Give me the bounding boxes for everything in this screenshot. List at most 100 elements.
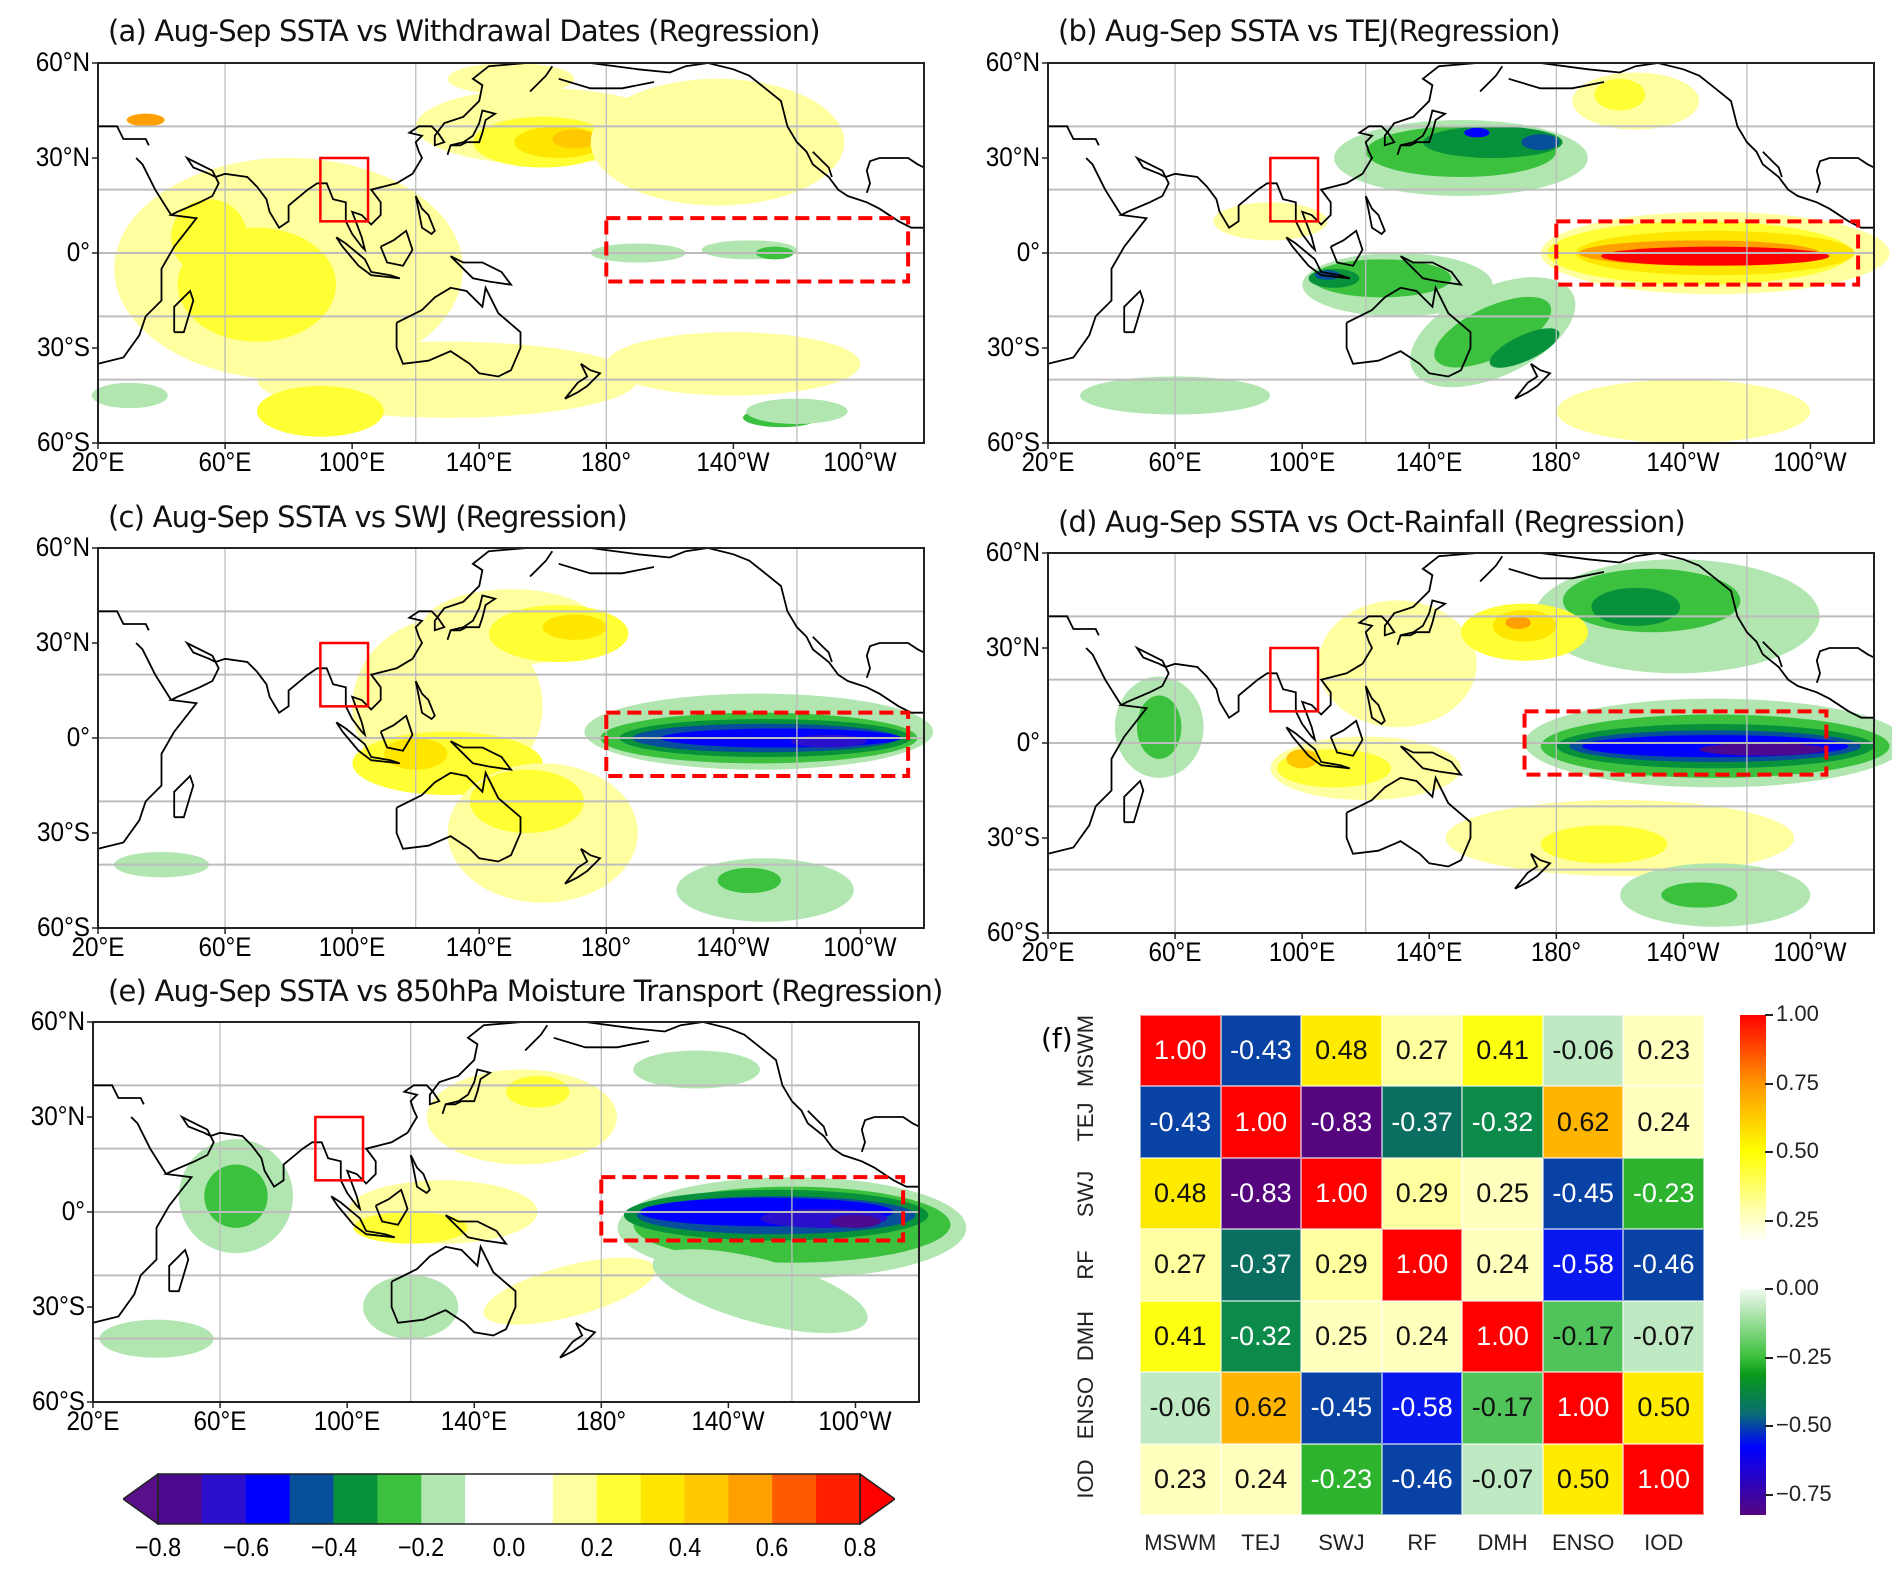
lon-tick-label: 100°E [1268, 937, 1336, 967]
coastline [1085, 157, 1122, 216]
heatmap-cell-mswm-mswm: 1.00 [1140, 1015, 1221, 1087]
gridlines [1048, 553, 1874, 933]
regression-colorbar [123, 1473, 895, 1525]
heatmap-cell-mswm-dmh: 0.41 [1462, 1015, 1543, 1087]
map-panel-e [87, 1021, 967, 1408]
heatmap-cell-swj-iod: -0.23 [1623, 1157, 1704, 1230]
gridlines [98, 548, 924, 928]
anomaly-patch [1311, 259, 1452, 298]
heatmap-cell-value: -0.06 [1552, 1035, 1614, 1066]
coastline [1540, 552, 1874, 719]
correlation-heatmap: 1.00 -0.43 0.48 0.27 0.41 -0.06 0.23 -0.43 1.00-… [1140, 1015, 1704, 1515]
heatmap-cell-swj-swj: 1.00 [1301, 1157, 1382, 1230]
coastline [395, 284, 522, 378]
heatmap-cell-iod-dmh: -0.07 [1462, 1443, 1543, 1515]
lon-tick-label: 60°E [193, 1406, 247, 1436]
heatmap-cell-enso-mswm: -0.06 [1140, 1372, 1221, 1444]
colorbar-bin [684, 1474, 729, 1524]
coastline [135, 157, 172, 216]
gridlines [98, 63, 924, 443]
coastline [865, 642, 925, 679]
heatmap-cell-value: 0.27 [1154, 1249, 1207, 1280]
heatmap-cell-value: 0.24 [1476, 1249, 1529, 1280]
heatmap-colorbar-tickmark [1765, 1493, 1773, 1496]
heatmap-colorbar-tick-label: 0.50 [1776, 1138, 1819, 1163]
coastline [1508, 567, 1605, 580]
colorbar-frame [157, 1473, 861, 1525]
colorbar-bin [333, 1474, 378, 1524]
heatmap-cell-value: -0.58 [1391, 1392, 1453, 1423]
heatmap-cell-dmh-tej: -0.32 [1220, 1300, 1302, 1373]
coastline [130, 1116, 167, 1175]
colorbar-tick-label: 0.4 [668, 1532, 701, 1562]
coastline [553, 1036, 650, 1049]
lon-tick-label: 180° [1531, 937, 1582, 967]
heatmap-colorbar-tickmark [1765, 1356, 1773, 1359]
lat-tick-label: 60°S [32, 1386, 85, 1416]
colorbar-bin [728, 1474, 773, 1524]
heatmap-col-label: SWJ [1318, 1530, 1365, 1555]
lat-tick-label: 30°N [35, 142, 90, 172]
coastline [93, 1084, 145, 1105]
heatmap-cell-mswm-rf: 0.27 [1381, 1015, 1463, 1087]
heatmap-colorbar-tick-label: −0.25 [1776, 1343, 1832, 1369]
coastline [1815, 647, 1875, 684]
heatmap-cell-value: -0.17 [1471, 1392, 1534, 1423]
coastline [1285, 726, 1351, 770]
heatmap-cell-swj-tej: -0.83 [1220, 1157, 1302, 1230]
coastline [529, 550, 554, 578]
heatmap-cell-value: 1.00 [1234, 1106, 1288, 1137]
coastline [92, 1021, 522, 1324]
coastline [379, 714, 414, 752]
lon-tick-label: 100°W [823, 932, 898, 962]
monsoon-region-box [319, 641, 370, 708]
anomaly-patch [717, 867, 781, 894]
anomaly-patch [1594, 78, 1646, 111]
lat-tick-label: 60°N [985, 47, 1040, 77]
lon-tick-label: 20°E [71, 447, 125, 477]
coastline [1762, 641, 1783, 668]
coastline [1396, 109, 1448, 156]
anomaly-patch [91, 382, 168, 409]
coastline [585, 1021, 919, 1188]
coastline [1123, 289, 1145, 334]
map-svg-b [1042, 62, 1890, 449]
anomaly-patch [1286, 749, 1319, 769]
heatmap-col-label: IOD [1644, 1530, 1684, 1555]
lon-tick-label: 100°E [1268, 447, 1336, 477]
monsoon-region-box [319, 156, 370, 223]
lon-tick-label: 60°E [198, 932, 252, 962]
coastline [1047, 62, 1477, 365]
coastline [449, 740, 514, 771]
heatmap-colorbar-tick-label: −0.50 [1776, 1412, 1832, 1437]
heatmap-cell-rf-enso: -0.58 [1542, 1229, 1624, 1301]
lon-tick-label: 100°E [313, 1406, 381, 1436]
heatmap-colorbar-tickmark [1765, 1219, 1773, 1222]
heatmap-cell-value: -0.07 [1471, 1463, 1534, 1494]
heatmap-cell-value: 0.62 [1234, 1392, 1288, 1423]
heatmap-cell-swj-dmh: 0.25 [1462, 1157, 1543, 1230]
heatmap-cell-value: -0.37 [1230, 1249, 1292, 1280]
heatmap-cell-dmh-swj: 0.25 [1301, 1300, 1382, 1373]
heatmap-cell-value: -0.32 [1230, 1320, 1292, 1351]
panel-b-title: (b) Aug-Sep SSTA vs TEJ(Regression) [1058, 14, 1561, 48]
heatmap-cell-value: 1.00 [1556, 1392, 1610, 1423]
coastline [558, 562, 655, 575]
lat-tick-label: 30°N [985, 142, 1040, 172]
anomaly-patch [633, 1050, 761, 1089]
anomaly-patch [1601, 246, 1830, 266]
heatmap-colorbar-negative [1740, 1289, 1766, 1515]
heatmap-cell-value: 0.62 [1556, 1106, 1610, 1137]
lon-tick-label: 60°E [198, 447, 252, 477]
colorbar-tick-label: −0.2 [398, 1532, 445, 1562]
heatmap-cell-iod-tej: 0.24 [1220, 1443, 1302, 1515]
heatmap-cell-iod-rf: -0.46 [1381, 1443, 1463, 1515]
heatmap-colorbar-tickmark [1765, 1014, 1773, 1016]
heatmap-colorbar-tickmark [1765, 1288, 1773, 1290]
heatmap-cell-value: 0.24 [1395, 1320, 1449, 1351]
heatmap-cell-value: 0.23 [1637, 1035, 1690, 1066]
colorbar-bin [772, 1474, 817, 1524]
anomaly-patch [426, 1069, 617, 1165]
colorbar-tick-label: 0.0 [492, 1532, 526, 1562]
heatmap-cell-dmh-dmh: 1.00 [1462, 1300, 1543, 1373]
